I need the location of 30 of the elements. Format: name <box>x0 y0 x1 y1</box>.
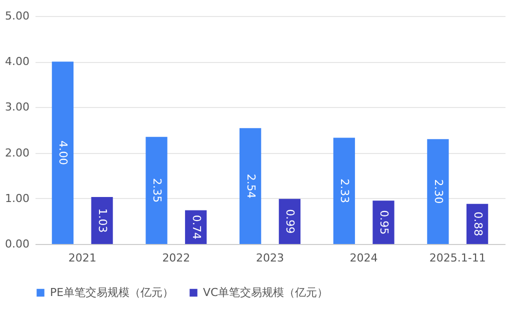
y-tick-label: 4.00 <box>5 55 30 68</box>
y-tick-label: 3.00 <box>5 100 30 114</box>
y-tick-label: 5.00 <box>5 10 30 22</box>
data-label: 0.99 <box>284 209 297 234</box>
x-tick-label: 2022 <box>162 252 190 264</box>
x-tick-label: 2023 <box>256 252 284 264</box>
bar <box>372 200 394 244</box>
data-label: 1.03 <box>96 208 110 233</box>
bar <box>240 128 262 244</box>
x-tick-label: 2021 <box>68 252 96 264</box>
data-label: 0.95 <box>377 210 390 235</box>
bar <box>91 197 113 244</box>
data-label: 2.54 <box>244 174 258 198</box>
bar <box>333 138 355 244</box>
data-label: 2.30 <box>432 179 445 204</box>
y-tick-label: 2.00 <box>5 146 30 160</box>
legend-label: PE单笔交易规模（亿元） <box>50 286 174 299</box>
x-tick-label: 2025.1-11 <box>429 252 486 264</box>
bar <box>146 136 168 244</box>
y-tick-label: 0.00 <box>5 238 30 250</box>
data-label: 4.00 <box>56 140 70 166</box>
data-label: 0.74 <box>190 214 203 240</box>
legend-label: VC单笔交易规模（亿元） <box>203 286 328 299</box>
bar <box>52 62 74 244</box>
bar <box>427 139 449 244</box>
data-label: 2.33 <box>338 178 352 204</box>
x-tick-label: 2024 <box>350 252 378 264</box>
data-label: 0.88 <box>471 212 484 236</box>
data-label: 2.35 <box>150 178 164 203</box>
y-tick-label: 1.00 <box>5 192 30 205</box>
